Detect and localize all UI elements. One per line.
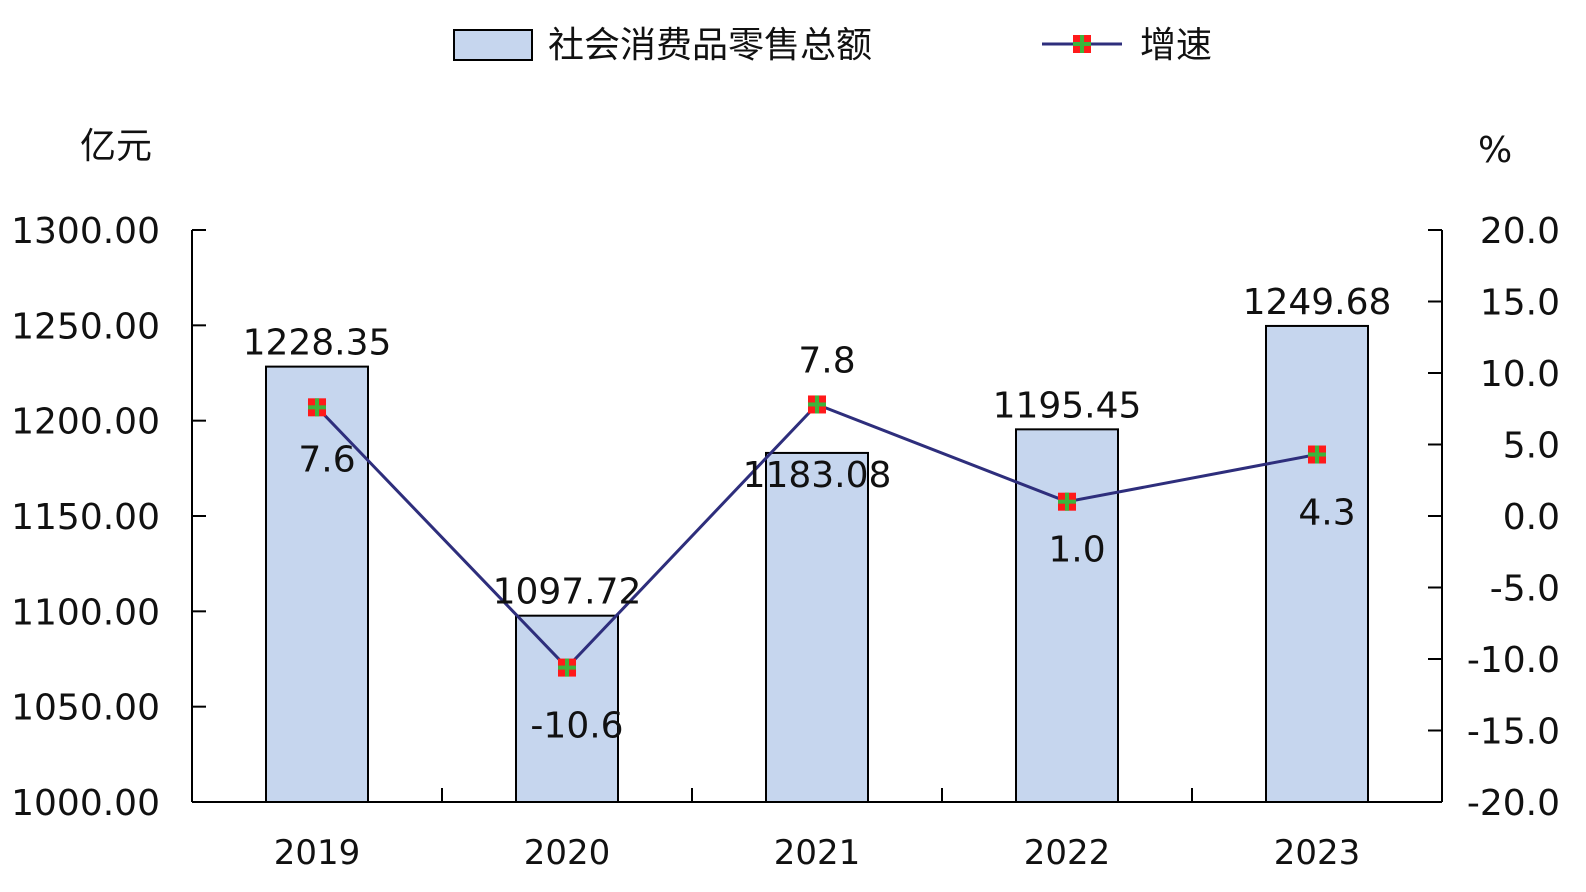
legend-bar-swatch <box>453 29 533 61</box>
x-tick-label: 2019 <box>274 833 361 873</box>
growth-point <box>808 395 826 414</box>
growth-point <box>308 398 326 417</box>
growth-point <box>558 658 576 677</box>
growth-line <box>308 395 1326 677</box>
bar-value-label: 1097.72 <box>493 572 642 613</box>
left-tick-label: 1200.00 <box>11 402 160 443</box>
bar <box>765 451 869 803</box>
right-tick-label: 20.0 <box>1480 211 1560 252</box>
x-tick-label: 2021 <box>774 833 861 873</box>
bar-value-label: 1228.35 <box>243 323 392 364</box>
growth-value-label: -10.6 <box>530 706 623 747</box>
left-tick-label: 1250.00 <box>11 306 160 347</box>
x-tick-label: 2020 <box>524 833 611 873</box>
bar-value-label: 1195.45 <box>993 385 1142 426</box>
growth-point <box>1308 445 1326 464</box>
right-tick-label: 15.0 <box>1480 283 1560 324</box>
growth-point <box>1058 492 1076 511</box>
legend-label-retail: 社会消费品零售总额 <box>548 25 872 66</box>
growth-value-label: 7.8 <box>798 340 855 381</box>
bar-value-label: 1249.68 <box>1243 282 1392 323</box>
right-tick-label: -15.0 <box>1467 712 1560 753</box>
legend: 社会消费品零售总额 增速 <box>453 25 1212 66</box>
bar <box>1265 324 1369 803</box>
growth-value-label: 4.3 <box>1298 493 1355 534</box>
axes: 1000.00 1050.00 1100.00 1150.00 1200.00 1250.… <box>11 211 1560 873</box>
right-tick-label: 5.0 <box>1503 426 1560 467</box>
bar <box>515 614 619 804</box>
left-tick-label: 1300.00 <box>11 211 160 252</box>
data-labels: 1228.35 1097.72 1183.08 1195.45 1249.68 7.6 -1… <box>243 282 1392 747</box>
left-tick-label: 1050.00 <box>11 688 160 729</box>
x-tick-label: 2022 <box>1024 833 1111 873</box>
left-axis-unit: 亿元 <box>80 126 152 167</box>
right-tick-label: 0.0 <box>1503 497 1560 538</box>
growth-value-label: 1.0 <box>1048 530 1105 571</box>
bars <box>265 324 1369 804</box>
growth-value-label: 7.6 <box>298 439 355 480</box>
x-tick-label: 2023 <box>1274 833 1361 873</box>
left-tick-label: 1150.00 <box>11 497 160 538</box>
right-tick-label: -10.0 <box>1467 640 1560 681</box>
legend-label-growth: 增速 <box>1140 25 1212 66</box>
right-tick-label: -20.0 <box>1467 783 1560 824</box>
right-axis-unit: % <box>1478 130 1512 171</box>
bar <box>265 365 369 803</box>
right-tick-label: 10.0 <box>1480 354 1560 395</box>
bar <box>1015 428 1119 803</box>
legend-marker-icon <box>1073 35 1091 53</box>
left-tick-label: 1100.00 <box>11 592 160 633</box>
left-tick-label: 1000.00 <box>11 783 160 824</box>
right-tick-label: -5.0 <box>1490 569 1560 610</box>
bar-value-label: 1183.08 <box>743 455 892 496</box>
